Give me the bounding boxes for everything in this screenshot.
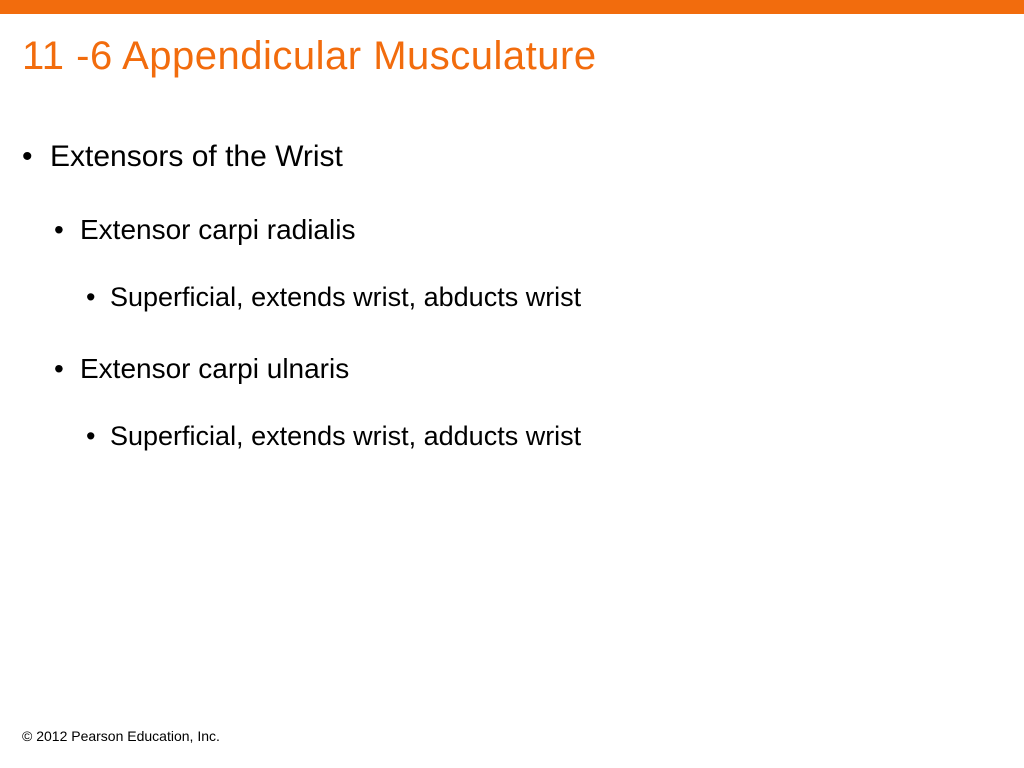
bullet-text: Superficial, extends wrist, adducts wris… (110, 421, 581, 451)
slide-content: • Extensors of the Wrist • Extensor carp… (22, 140, 1002, 492)
bullet-icon: • (54, 214, 64, 246)
top-accent-bar (0, 0, 1024, 14)
bullet-icon: • (86, 282, 95, 313)
bullet-level2: • Extensor carpi ulnaris (54, 353, 1002, 385)
bullet-level3: • Superficial, extends wrist, abducts wr… (86, 282, 1002, 313)
bullet-list: • Extensors of the Wrist • Extensor carp… (22, 140, 1002, 452)
copyright-footer: © 2012 Pearson Education, Inc. (22, 728, 220, 744)
bullet-icon: • (22, 140, 33, 174)
bullet-icon: • (54, 353, 64, 385)
bullet-level1: • Extensors of the Wrist (22, 140, 1002, 174)
bullet-level2: • Extensor carpi radialis (54, 214, 1002, 246)
slide: 11 -6 Appendicular Musculature • Extenso… (0, 0, 1024, 768)
bullet-text: Extensor carpi radialis (80, 214, 355, 245)
bullet-text: Extensors of the Wrist (50, 140, 343, 173)
slide-title: 11 -6 Appendicular Musculature (22, 34, 597, 79)
bullet-level3: • Superficial, extends wrist, adducts wr… (86, 421, 1002, 452)
bullet-text: Superficial, extends wrist, abducts wris… (110, 282, 581, 312)
bullet-text: Extensor carpi ulnaris (80, 353, 349, 384)
bullet-icon: • (86, 421, 95, 452)
